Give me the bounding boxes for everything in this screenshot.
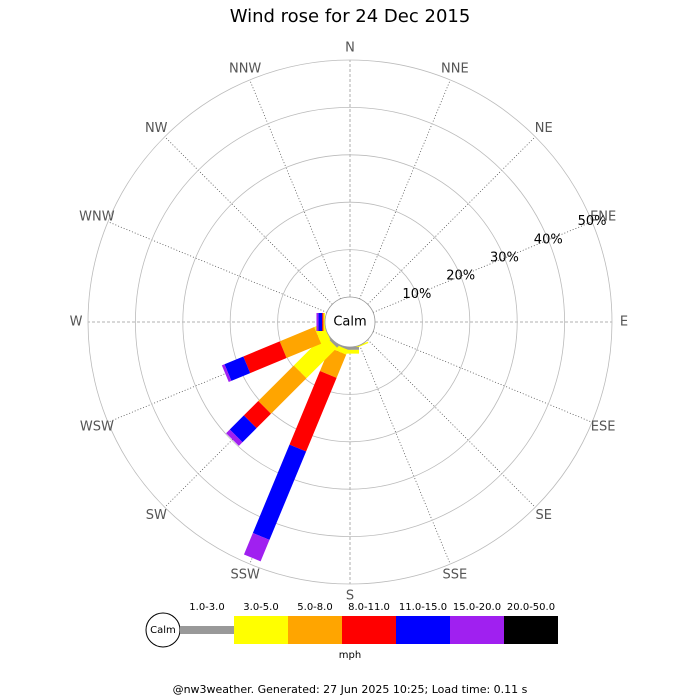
- r-tick-label: 10%: [402, 287, 431, 302]
- grid-ring: [182, 154, 518, 490]
- spoke: [372, 331, 593, 423]
- direction-label: SSW: [230, 568, 260, 583]
- direction-label: N: [345, 41, 355, 56]
- direction-label: NW: [145, 121, 168, 136]
- spoke: [372, 221, 593, 313]
- direction-label: ESE: [591, 419, 616, 434]
- direction-label: WSW: [80, 419, 114, 434]
- bar-segment: [226, 429, 243, 446]
- r-tick-label: 40%: [534, 232, 563, 247]
- legend-swatch: [234, 616, 288, 644]
- bar-segment: [289, 370, 337, 452]
- spoke: [359, 79, 451, 300]
- calm-label: Calm: [333, 315, 366, 330]
- legend-swatch: [396, 616, 450, 644]
- direction-label: ENE: [590, 210, 616, 225]
- bar-segment: [322, 313, 324, 331]
- spoke: [367, 136, 536, 305]
- bar-segment: [318, 313, 323, 331]
- legend-calm-label: Calm: [150, 625, 176, 636]
- direction-label: SW: [146, 508, 167, 523]
- bar-segment: [221, 364, 232, 382]
- r-tick-label: 50%: [578, 214, 607, 229]
- calm-circle: [324, 296, 376, 348]
- direction-label: NNW: [229, 61, 261, 76]
- spoke: [107, 221, 328, 313]
- bar-segment: [243, 401, 271, 429]
- direction-label: W: [70, 315, 83, 330]
- bar-segment: [224, 356, 251, 381]
- legend-swatch: [342, 616, 396, 644]
- legend-label: 3.0-5.0: [243, 602, 278, 613]
- bar-segment: [243, 341, 287, 374]
- grid-ring: [87, 59, 613, 585]
- bar-segment: [279, 327, 322, 359]
- bar-segment: [323, 313, 325, 331]
- bar-segment: [316, 313, 319, 331]
- footer: @nw3weather. Generated: 27 Jun 2025 10:2…: [173, 683, 528, 696]
- bar-segment: [229, 415, 257, 443]
- legend-swatch: [450, 616, 504, 644]
- legend-unit: mph: [339, 650, 361, 661]
- bar-segment: [243, 533, 270, 562]
- legend-label: 1.0-3.0: [189, 602, 224, 613]
- r-tick-label: 30%: [490, 251, 519, 266]
- grid-ring: [229, 201, 471, 443]
- bar-segment: [252, 444, 307, 540]
- direction-label: SSE: [442, 568, 467, 583]
- legend-label: 5.0-8.0: [297, 602, 332, 613]
- bar-segment: [258, 365, 307, 414]
- spoke: [367, 339, 536, 508]
- legend-label: 15.0-20.0: [453, 602, 501, 613]
- direction-label: E: [620, 315, 628, 330]
- chart-title: Wind rose for 24 Dec 2015: [230, 6, 471, 27]
- legend-label: 20.0-50.0: [507, 602, 555, 613]
- direction-label: NE: [535, 121, 553, 136]
- legend-swatch: [180, 626, 234, 634]
- bar-segment: [293, 334, 338, 379]
- spoke: [164, 136, 333, 305]
- direction-label: S: [346, 589, 354, 604]
- grid-ring: [277, 249, 423, 395]
- spoke: [249, 79, 341, 300]
- grid-ring: [134, 106, 566, 538]
- r-tick-label: 20%: [446, 269, 475, 284]
- legend-swatch: [504, 616, 558, 644]
- legend-label: 11.0-15.0: [399, 602, 447, 613]
- legend-swatch: [288, 616, 342, 644]
- direction-label: WNW: [79, 210, 115, 225]
- spoke: [359, 344, 451, 565]
- legend-label: 8.0-11.0: [348, 602, 390, 613]
- bar-segment: [324, 313, 325, 331]
- direction-label: SE: [536, 508, 552, 523]
- direction-label: NNE: [441, 61, 469, 76]
